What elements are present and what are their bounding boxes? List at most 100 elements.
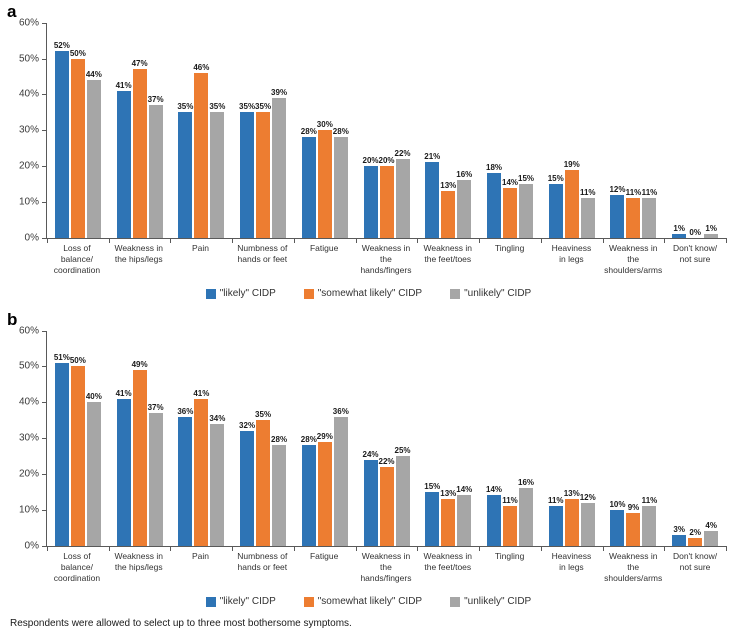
- bar: 12%: [609, 185, 625, 238]
- x-tick-mark: [726, 545, 727, 551]
- x-tick-mark: [293, 237, 295, 243]
- bar: 11%: [642, 496, 657, 546]
- bar-group: 28% 30% 28%: [294, 23, 356, 238]
- legend-swatch: [205, 596, 216, 607]
- x-tick-mark: [664, 545, 666, 551]
- legend-label: "unlikely" CIDP: [464, 288, 532, 300]
- x-axis-labels-a: Loss of balance/ coordination Weakness in…: [46, 239, 726, 276]
- bar: 35%: [255, 102, 271, 238]
- y-tick-label: 40%: [18, 396, 39, 408]
- bar-value-label: 28%: [300, 435, 317, 445]
- bar: 11%: [580, 188, 596, 238]
- bar: 21%: [424, 152, 440, 238]
- bar: 9%: [626, 503, 641, 546]
- bar-value-label: 44%: [85, 70, 102, 80]
- bar: 14%: [486, 485, 502, 546]
- bar: 10%: [609, 500, 625, 546]
- category-label: Fatigue: [309, 242, 339, 253]
- y-tick-label: 50%: [18, 53, 39, 65]
- category-label: Weakness in the hips/legs: [114, 242, 163, 264]
- bar-value-label: 22%: [378, 456, 395, 466]
- category-label: Don't know/ not sure: [672, 550, 718, 572]
- bar: 34%: [209, 414, 225, 546]
- bar-group: 36% 41% 34%: [170, 331, 232, 546]
- legend-item: "unlikely" CIDP: [450, 596, 531, 607]
- bar-value-label: 16%: [517, 478, 535, 488]
- bar: 1%: [704, 224, 719, 238]
- bar: 25%: [395, 446, 411, 546]
- bar-group: 24% 22% 25%: [356, 331, 418, 546]
- bar: 16%: [456, 170, 472, 238]
- bar: 16%: [518, 478, 534, 546]
- bar-groups: 51% 50% 40% 41% 49% 37% 36% 41% 34% 32% 35% 28% 28% 2…: [47, 331, 726, 546]
- category-label: Loss of balance/ coordination: [53, 550, 101, 583]
- bar: 11%: [502, 496, 518, 546]
- bar: 35%: [239, 102, 255, 238]
- bar-group: 51% 50% 40%: [47, 331, 109, 546]
- bar-value-label: 13%: [563, 488, 580, 498]
- bar-group: 15% 13% 14%: [417, 331, 479, 546]
- bar-value-label: 15%: [424, 481, 441, 491]
- bar-value-label: 1%: [705, 224, 717, 234]
- bar: 36%: [333, 407, 349, 546]
- bar-group: 15% 19% 11%: [541, 23, 603, 238]
- category-label: Heaviness in legs: [551, 242, 592, 264]
- category-label: Weakness in the shoulders/arms: [604, 242, 663, 275]
- category-label: Heaviness in legs: [551, 550, 592, 572]
- bar-value-label: 19%: [563, 159, 580, 169]
- bar-value-label: 52%: [53, 41, 70, 51]
- category-label: Pain: [192, 550, 210, 561]
- bar: 37%: [148, 95, 164, 238]
- bar-value-label: 22%: [394, 148, 411, 158]
- bar: 14%: [456, 485, 472, 546]
- bar-group: 12% 11% 11%: [603, 23, 665, 238]
- bar: 29%: [317, 432, 333, 546]
- x-tick-mark: [479, 237, 481, 243]
- bar-value-label: 34%: [209, 413, 226, 423]
- bar: 22%: [379, 457, 395, 546]
- panel-b: b 0% 10% 20% 30% 40% 50% 60% 51% 50% 40% 41% 49% 37%…: [0, 308, 737, 609]
- category-label: Weakness in the feet/toes: [423, 242, 473, 264]
- y-tick-label: 20%: [18, 468, 39, 480]
- bar-value-label: 2%: [689, 528, 701, 538]
- bar-value-label: 41%: [115, 388, 132, 398]
- bar: 40%: [86, 392, 102, 546]
- x-tick-mark: [355, 237, 357, 243]
- bar-value-label: 13%: [440, 488, 457, 498]
- bar-value-label: 4%: [705, 521, 717, 531]
- y-tick-mark: [42, 509, 47, 511]
- x-tick-mark: [232, 237, 234, 243]
- bar: 2%: [688, 528, 703, 546]
- legend-label: "somewhat likely" CIDP: [317, 596, 423, 608]
- category-label: Numbness of hands or feet: [237, 550, 288, 572]
- bar-group: 10% 9% 11%: [603, 331, 665, 546]
- y-tick-label: 40%: [18, 88, 39, 100]
- y-tick-label: 0%: [24, 540, 39, 552]
- bar-value-label: 11%: [641, 496, 658, 506]
- bar-value-label: 14%: [456, 485, 473, 495]
- bar-value-label: 36%: [332, 406, 349, 416]
- bar: 50%: [70, 356, 86, 546]
- bar-group: 18% 14% 15%: [479, 23, 541, 238]
- bar-group: 28% 29% 36%: [294, 331, 356, 546]
- bar-group: 1% 0% 1%: [664, 23, 726, 238]
- legend-swatch: [303, 288, 314, 299]
- x-tick-mark: [47, 237, 48, 243]
- bar: 13%: [440, 489, 456, 546]
- bar: 11%: [626, 188, 641, 238]
- x-tick-mark: [170, 237, 172, 243]
- bar-value-label: 39%: [271, 87, 288, 97]
- panel-a: a 0% 10% 20% 30% 40% 50% 60% 52% 50% 44% 41% 47% 37%…: [0, 0, 737, 301]
- bar-group: 41% 47% 37%: [109, 23, 171, 238]
- x-axis-labels-b: Loss of balance/ coordination Weakness in…: [46, 547, 726, 584]
- legend-item: "likely" CIDP: [205, 596, 276, 607]
- y-tick-label: 50%: [18, 360, 39, 372]
- x-tick-mark: [47, 545, 48, 551]
- bar: 30%: [317, 120, 333, 238]
- bar-group: 20% 20% 22%: [356, 23, 418, 238]
- bar-value-label: 36%: [177, 406, 194, 416]
- bar-value-label: 37%: [147, 402, 164, 412]
- bar-value-label: 28%: [332, 127, 349, 137]
- y-tick-label: 60%: [18, 17, 39, 29]
